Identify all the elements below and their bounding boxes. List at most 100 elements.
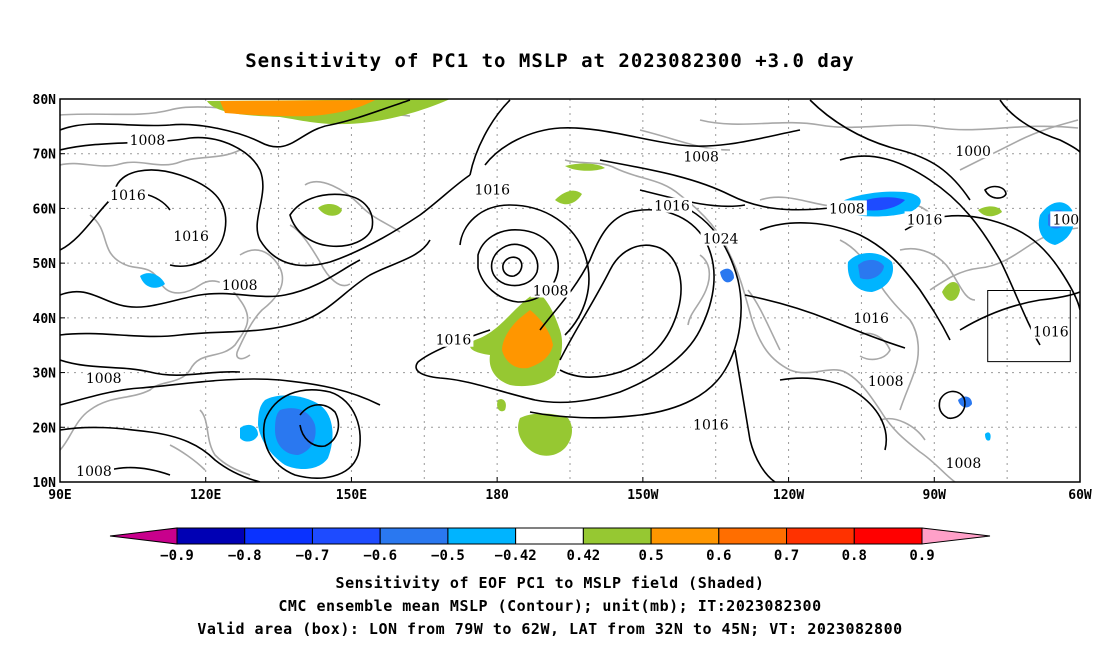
contour-label-bg: [690, 416, 731, 432]
contour-label: 1008: [683, 149, 719, 165]
lon-tick-label: 150W: [627, 488, 658, 503]
lat-tick-label: 10N: [33, 476, 57, 491]
contour-label: 1016: [436, 333, 472, 349]
colorbar-label: −0.9: [160, 548, 194, 564]
contour-label-bg: [652, 197, 692, 213]
colorbar-label: 0.6: [706, 548, 731, 564]
shade-typhoon-cyan-2: [240, 424, 258, 442]
colorbar-label: −0.7: [296, 548, 330, 564]
longitude-axis: 90E 120E 150E 180 150W 120W 90W 60W: [48, 477, 1092, 503]
lat-tick-label: 70N: [33, 148, 57, 163]
contour-label-bg: [219, 277, 260, 293]
colorbar-bin: [650, 527, 720, 545]
lon-tick-label: 180: [485, 488, 509, 503]
lon-tick-label: 60W: [1068, 488, 1092, 503]
contour-label-bg: [943, 454, 984, 470]
lat-tick-label: 30N: [33, 367, 57, 382]
valid-area-box: [987, 290, 1071, 363]
contour-label-bg: [826, 200, 867, 216]
caption-shading: Sensitivity of EOF PC1 to MSLP field (Sh…: [335, 574, 765, 592]
contour-label: 1016: [110, 188, 146, 204]
shade-bering-green: [565, 163, 605, 171]
contour-label-bg: [83, 370, 124, 386]
lat-tick-label: 20N: [33, 421, 57, 436]
colorbar-bin: [582, 527, 652, 545]
colorbar-bin: [786, 527, 855, 545]
contour-label-bg: [904, 211, 945, 227]
lat-tick-label: 60N: [33, 202, 57, 217]
colorbar-label: 0.9: [909, 548, 934, 564]
contour-label-bg: [472, 181, 513, 197]
contour-label-bg: [108, 186, 148, 202]
colorbar-bin: [311, 527, 381, 545]
shade-subtropic-green: [518, 413, 572, 456]
map-frame: [59, 98, 1081, 483]
contour-label-bg: [865, 372, 906, 388]
contour-label-bg: [1030, 323, 1071, 339]
contour-label: 1008: [533, 284, 569, 300]
shade-small-green-1: [497, 399, 506, 412]
contour-label: 1008: [946, 456, 982, 472]
contour-label: 1016: [693, 418, 729, 434]
contour-label-bg: [171, 227, 212, 243]
contour-label: 1016: [173, 229, 209, 245]
shade-alaska-green: [555, 190, 582, 205]
contour-label-bg: [433, 331, 474, 347]
colorbar-bin: [718, 527, 788, 545]
colorbar-label: −0.42: [495, 548, 537, 564]
lon-tick-label: 90E: [48, 488, 71, 503]
colorbar-label: −0.5: [431, 548, 465, 564]
colorbar-label: −0.8: [228, 548, 262, 564]
contour-label: 1008: [829, 201, 865, 217]
colorbar-bin: [379, 527, 449, 545]
shade-pacific-orange: [502, 310, 553, 369]
lon-tick-label: 150E: [336, 488, 367, 503]
contour-label-bg: [700, 230, 741, 246]
lon-tick-label: 120W: [773, 488, 804, 503]
shade-siberia-green: [318, 204, 342, 216]
colorbar-low-triangle: [109, 527, 178, 545]
colorbar-bin: [447, 527, 517, 545]
contour-label: 1016: [907, 212, 943, 228]
shade-asia-cyan: [140, 273, 165, 288]
map-title: Sensitivity of PC1 to MSLP at 2023082300…: [245, 50, 855, 72]
contour-label-bg: [851, 309, 892, 325]
lat-tick-label: 80N: [33, 93, 57, 108]
contour-label-bg: [127, 132, 168, 148]
colorbar-bin: [515, 527, 584, 545]
shade-typhoon-blue: [275, 408, 316, 455]
colorbar-high-triangle: [921, 527, 991, 545]
colorbar-bin: [244, 527, 313, 545]
contour-label-bg: [681, 148, 722, 164]
contour-label: 1008: [1052, 212, 1088, 228]
shade-atlantic-green: [942, 281, 960, 301]
lat-tick-label: 50N: [33, 257, 57, 272]
colorbar-label: −0.6: [363, 548, 397, 564]
caption-valid-area: Valid area (box): LON from 79W to 62W, L…: [197, 620, 903, 638]
colorbar-bin: [176, 527, 246, 545]
contour-label: 1024: [703, 232, 739, 248]
contour-label: 1016: [1033, 325, 1069, 341]
contour-label: 1016: [654, 199, 690, 215]
contour-label: 1016: [474, 182, 510, 198]
contour-label-bg: [74, 463, 114, 479]
contour-label: 1008: [868, 374, 904, 390]
contour-label: 1008: [86, 371, 122, 387]
lon-tick-label: 120E: [190, 488, 221, 503]
colorbar-label: 0.42: [567, 548, 601, 564]
shade-greenland-green: [978, 206, 1002, 217]
lat-tick-label: 40N: [33, 312, 57, 327]
contour-label: 1008: [222, 278, 258, 294]
colorbar: −0.9 −0.8 −0.7 −0.6 −0.5 −0.42 0.42 0.5 0.6 0.7 0.…: [109, 527, 991, 564]
shade-arctic-orange: [220, 100, 375, 117]
contour-label: 1008: [130, 133, 166, 149]
shade-lakes-blue: [858, 259, 884, 280]
contour-label: 1008: [76, 464, 112, 480]
shade-caribbean-cyan: [985, 432, 991, 441]
colorbar-label: 0.5: [638, 548, 663, 564]
contour-label-bg: [953, 142, 994, 158]
colorbar-label: 0.7: [774, 548, 799, 564]
contour-label-bg: [1050, 211, 1080, 227]
colorbar-bin: [853, 527, 923, 545]
